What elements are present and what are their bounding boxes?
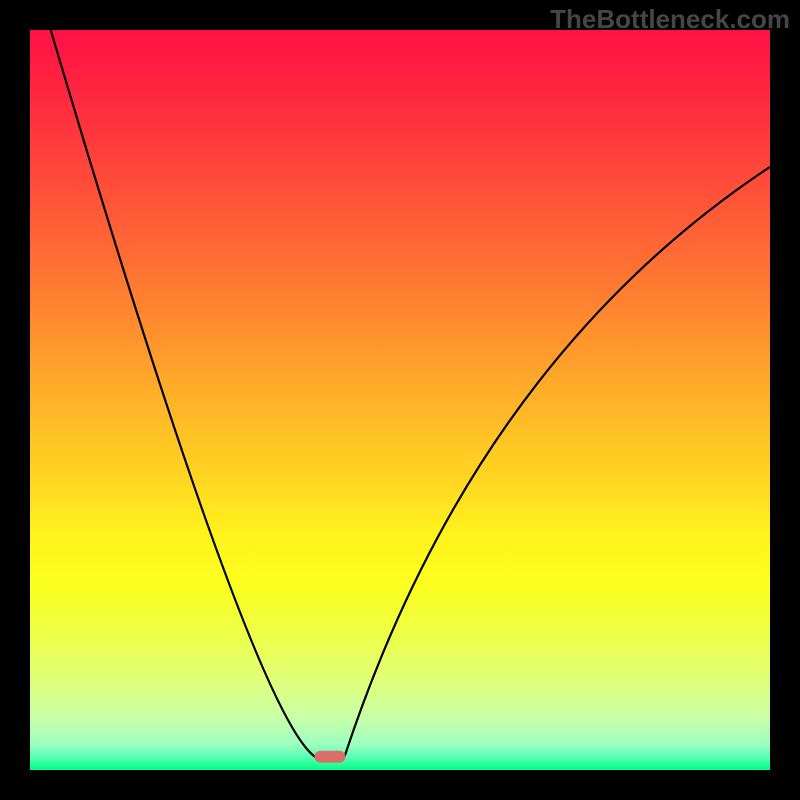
optimum-marker xyxy=(314,750,345,763)
curve-right-branch xyxy=(345,167,771,757)
bottleneck-curve xyxy=(30,30,770,770)
plot-area xyxy=(30,30,770,770)
watermark-text: TheBottleneck.com xyxy=(550,4,790,35)
curve-left-branch xyxy=(51,30,315,757)
chart-container: TheBottleneck.com xyxy=(0,0,800,800)
